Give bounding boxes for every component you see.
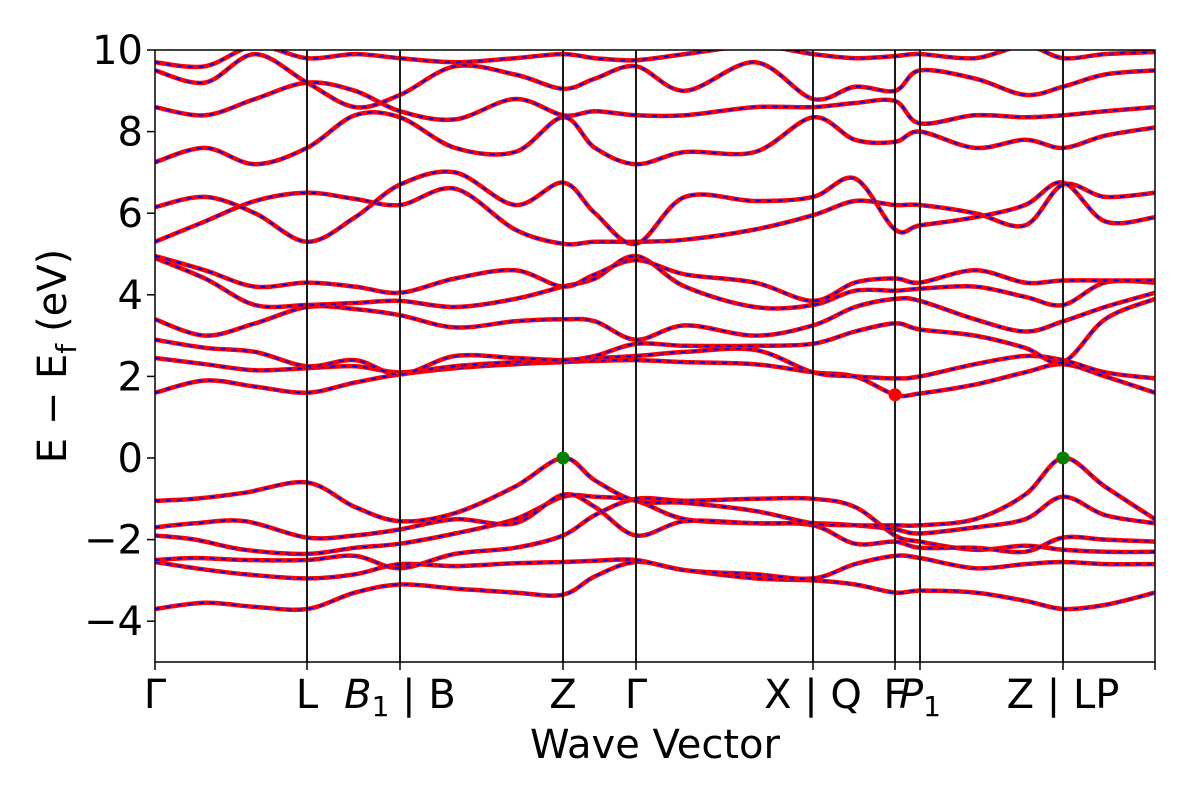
y-tick-label-7: 8 — [118, 110, 143, 156]
plot-frame — [154, 49, 1156, 663]
x-tick-label-3: B1 | B — [344, 672, 456, 723]
band-overlay-8 — [155, 347, 1155, 380]
y-tick-label-8: 10 — [92, 28, 143, 74]
band-line-14 — [155, 169, 1155, 247]
band-line-16 — [155, 80, 1155, 127]
marker-vbm-2 — [1056, 451, 1070, 465]
x-axis-ticks: Γ L B1 | B Z Γ X | Q FP1 Z | LP — [144, 662, 1156, 723]
band-overlay-6 — [155, 456, 1155, 527]
band-overlay-13 — [155, 182, 1155, 246]
x-tick-label-9: Z | LP — [1007, 672, 1120, 718]
y-axis-ticks: −4 −2 0 2 4 6 8 10 — [84, 28, 155, 645]
band-line-18 — [155, 50, 1155, 70]
band-overlay-5 — [155, 493, 1155, 540]
x-tick-label-8: P1 — [899, 672, 941, 723]
y-tick-label-5: 4 — [118, 273, 143, 319]
band-overlay-2 — [155, 554, 1155, 580]
x-tick-label-2: L — [296, 672, 319, 718]
band-overlay-7 — [155, 359, 1155, 398]
bands-layer — [155, 50, 1155, 613]
x-axis-label: Wave Vector — [530, 722, 781, 768]
band-overlay-15 — [155, 111, 1155, 166]
marker-vbm-1 — [556, 451, 570, 465]
x-tick-label-6: X | Q — [764, 672, 862, 718]
x-tick-label-1: Γ — [144, 672, 167, 718]
band-overlay-17 — [155, 53, 1155, 109]
y-tick-label-4: 2 — [118, 354, 143, 400]
marker-cbm-3 — [888, 388, 902, 402]
band-overlay-11 — [155, 254, 1155, 310]
band-line-12 — [155, 253, 1155, 304]
high-symmetry-lines — [306, 50, 1064, 662]
x-tick-label-7: F — [883, 672, 906, 718]
band-overlay-10 — [155, 291, 1155, 341]
y-tick-label-6: 6 — [118, 191, 143, 237]
band-overlay-4 — [155, 493, 1155, 555]
band-overlay-3 — [155, 497, 1155, 570]
extrema-markers — [556, 388, 1070, 465]
y-tick-label-3: 0 — [118, 436, 143, 482]
y-axis-label-unit: (eV) — [30, 249, 76, 332]
band-overlay-9 — [155, 297, 1155, 376]
y-tick-label-1: −4 — [84, 599, 143, 645]
y-axis-label-sub: f — [50, 343, 83, 354]
x-tick-label-5: Γ — [625, 672, 648, 718]
y-axis-label: E − Ef (eV) — [30, 249, 83, 464]
y-axis-label-main: E − E — [30, 354, 76, 464]
x-tick-label-4: Z — [549, 672, 576, 718]
y-tick-label-2: −2 — [84, 518, 143, 564]
